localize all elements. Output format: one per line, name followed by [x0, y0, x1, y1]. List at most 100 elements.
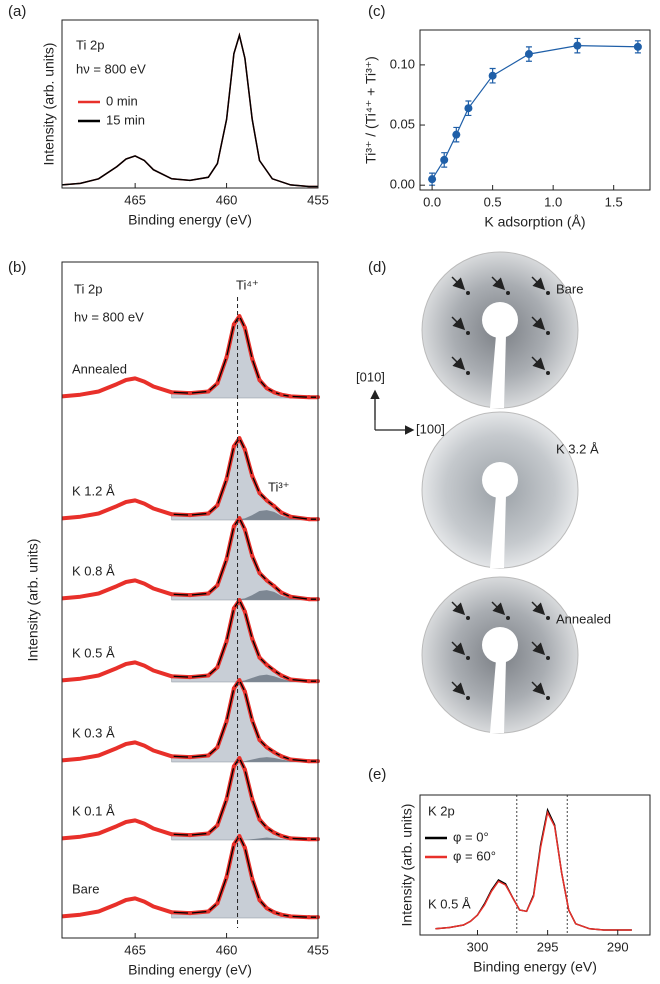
ti3-component [171, 590, 318, 600]
panel-label: (b) [8, 259, 26, 276]
data-point [215, 665, 220, 670]
data-point [169, 512, 174, 517]
leed-spot [546, 331, 550, 335]
data-point [306, 597, 311, 602]
data-point [250, 797, 255, 802]
x-tick-label: 455 [307, 192, 329, 207]
leed-spot [466, 696, 470, 700]
fit-line [171, 678, 318, 762]
spot-arrow [531, 601, 546, 616]
data-point [215, 745, 220, 750]
data-point [237, 314, 242, 319]
data-point [215, 583, 220, 588]
fit-line [171, 436, 318, 520]
legend-label: φ = 60° [453, 848, 496, 863]
spectrum-label: K 0.8 Å [72, 563, 115, 578]
data-point [237, 436, 242, 441]
data-point [231, 764, 236, 769]
leed-spot [466, 616, 470, 620]
data-point [237, 834, 242, 839]
data-point [242, 527, 247, 532]
data-point [231, 444, 236, 449]
data-point [306, 395, 311, 400]
y-tick-label: 0.05 [390, 116, 415, 131]
plot-frame [419, 794, 651, 936]
data-point [573, 41, 582, 50]
data-point [231, 524, 236, 529]
data-point [215, 503, 220, 508]
data-line [61, 314, 318, 400]
spectrum-label: Annealed [72, 361, 127, 376]
data-point [250, 473, 255, 478]
x-tick-label: 0.5 [484, 194, 502, 209]
leed-spot [546, 696, 550, 700]
data-line [61, 598, 318, 684]
data-point [250, 356, 255, 361]
spectrum-label: K 0.3 Å [72, 725, 115, 740]
data-point [306, 517, 311, 522]
data-point [524, 50, 533, 59]
data-point [242, 447, 247, 452]
data-point [242, 609, 247, 614]
data-point [215, 823, 220, 828]
x-axis-label: Binding energy (eV) [473, 959, 597, 975]
leed-spot [466, 291, 470, 295]
data-point [169, 754, 174, 759]
spectrum-line [61, 32, 318, 188]
spot-arrow [531, 316, 546, 331]
data-point [264, 578, 269, 583]
data-point [206, 673, 211, 678]
data-point [428, 175, 437, 184]
y-axis-label: Intensity (arb. units) [25, 539, 41, 662]
data-line [61, 756, 318, 842]
data-point [224, 355, 229, 360]
leed-spot [506, 291, 510, 295]
data-point [272, 584, 277, 589]
leed-screen [482, 302, 518, 338]
spectrum-label: K 0.5 Å [72, 645, 115, 660]
data-point [237, 516, 242, 521]
data-point [169, 910, 174, 915]
data-point [206, 591, 211, 596]
data-point [264, 498, 269, 503]
data-point [264, 825, 269, 830]
spot-arrow [451, 316, 466, 331]
ti3-component [171, 674, 318, 682]
data-point [257, 655, 262, 660]
data-line [61, 834, 318, 920]
axis-label: [100] [416, 421, 445, 436]
data-point [206, 511, 211, 516]
data-point [206, 831, 211, 836]
image-label: Bare [556, 281, 583, 296]
panel-label: (e) [368, 766, 386, 783]
data-point [188, 675, 192, 680]
leed-spot [466, 371, 470, 375]
data-point [169, 592, 174, 597]
y-axis-label: Ti³⁺ / (Ti⁴⁺ + Ti³⁺) [363, 56, 379, 164]
x-axis-label: K adsorption (Å) [484, 214, 585, 230]
legend-label: 0 min [106, 93, 138, 108]
annotation: hν = 800 eV [76, 61, 146, 76]
data-point [237, 756, 242, 761]
data-point [279, 673, 284, 678]
data-point [231, 606, 236, 611]
leed-screen [482, 462, 518, 498]
y-tick-label: 0.00 [390, 177, 415, 192]
data-point [288, 514, 293, 519]
spectrum-label: Bare [72, 881, 99, 896]
data-point [242, 325, 247, 330]
data-point [257, 737, 262, 742]
leed-spot [546, 291, 550, 295]
data-point [224, 639, 229, 644]
axis-label: [010] [356, 369, 385, 384]
data-point [257, 378, 262, 382]
data-point [250, 718, 255, 723]
ti3-component [171, 837, 318, 840]
data-point [224, 875, 229, 880]
data-point [257, 898, 262, 902]
spectrum-line [61, 32, 318, 188]
spectrum-line [435, 807, 632, 931]
data-point [250, 553, 255, 558]
data-point [188, 833, 192, 838]
data-point [288, 677, 293, 682]
